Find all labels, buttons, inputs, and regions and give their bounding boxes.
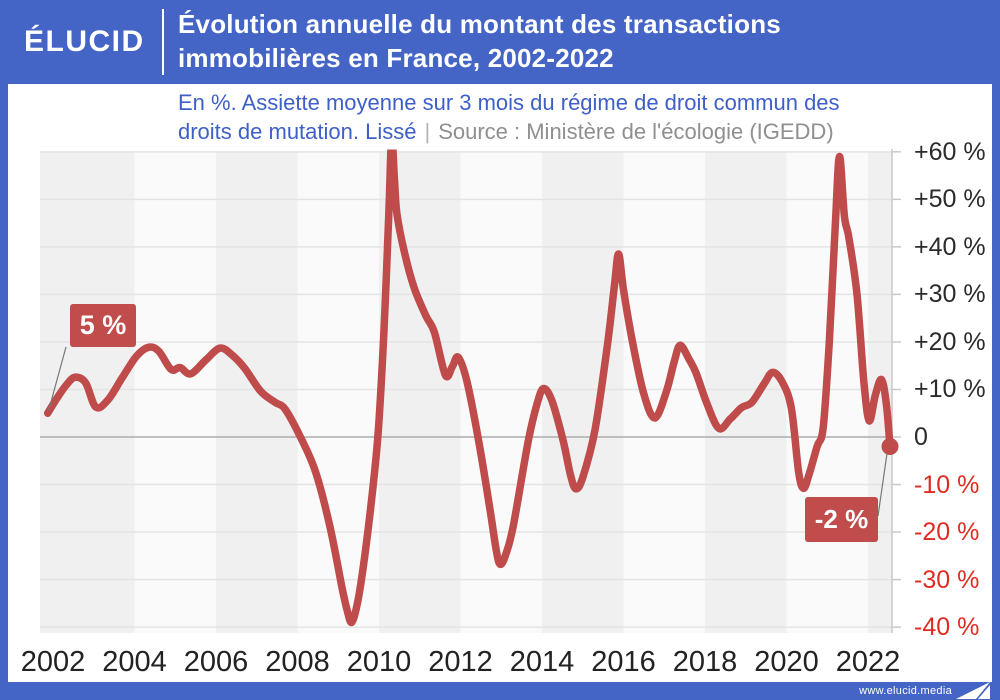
x-tick-label: 2010 [346, 646, 412, 678]
subtitle-note-line1: En %. Assiette moyenne sur 3 mois du rég… [178, 90, 840, 115]
frame-border-right [992, 84, 1000, 682]
plot-band [705, 152, 787, 633]
header: ÉLUCID Évolution annuelle du montant des… [0, 0, 1000, 84]
x-tick-label: 2012 [428, 646, 493, 678]
x-tick-label: 2004 [102, 646, 167, 678]
subtitle-note-end: droits de mutation. Lissé [178, 119, 417, 144]
frame-border-left [0, 84, 8, 682]
leader-line-start [48, 346, 67, 411]
x-tick-label: 2006 [183, 646, 249, 678]
x-tick-label: 2018 [672, 646, 738, 678]
plot-band [216, 152, 298, 633]
footer-url: www.elucid.media [859, 685, 952, 697]
y-tick-label: +40 % [914, 232, 986, 261]
subtitle-note-line2: droits de mutation. Lissé | Source : Minis… [178, 117, 978, 146]
subtitle-source: Source : Ministère de l'écologie (IGEDD) [438, 119, 834, 144]
x-tick-label: 2002 [20, 646, 86, 678]
x-tick-label: 2022 [835, 646, 901, 678]
y-tick-label: -20 % [914, 518, 980, 547]
chart-title-line1: Évolution annuelle du montant des transa… [178, 9, 781, 39]
subtitle-block: En %. Assiette moyenne sur 3 mois du rég… [178, 88, 978, 146]
y-tick-label: +60 % [914, 137, 986, 166]
series-line [43, 149, 894, 627]
leader-line-end [877, 453, 888, 517]
y-tick-label: +50 % [914, 185, 986, 214]
logo-separator [162, 9, 164, 75]
brand-logo: ÉLUCID [24, 25, 145, 58]
annotation-start-value: 5 % [70, 304, 136, 347]
x-tick-label: 2016 [591, 646, 656, 678]
y-tick-label: +10 % [914, 375, 986, 404]
x-tick-label: 2020 [754, 646, 819, 678]
x-tick-label: 2008 [265, 646, 330, 678]
x-tick-label: 2014 [509, 646, 575, 678]
y-tick-label: +30 % [914, 280, 986, 309]
title-block: Évolution annuelle du montant des transa… [178, 7, 781, 75]
elucid-arrow-logo [956, 682, 990, 699]
chart-title-line2: immobilières en France, 2002-2022 [178, 43, 614, 73]
y-tick-label: -10 % [914, 470, 980, 499]
footer-bar: www.elucid.media [0, 682, 1000, 700]
plot-band [542, 152, 624, 633]
plot-band [379, 152, 461, 633]
annotation-end-value: -2 % [805, 497, 878, 542]
subtitle-separator: | [424, 119, 431, 144]
y-tick-label: 0 [914, 423, 928, 451]
y-tick-label: -30 % [914, 565, 980, 594]
end-point-marker [881, 438, 899, 456]
y-tick-label: +20 % [914, 327, 986, 356]
y-tick-label: -40 % [914, 613, 980, 642]
